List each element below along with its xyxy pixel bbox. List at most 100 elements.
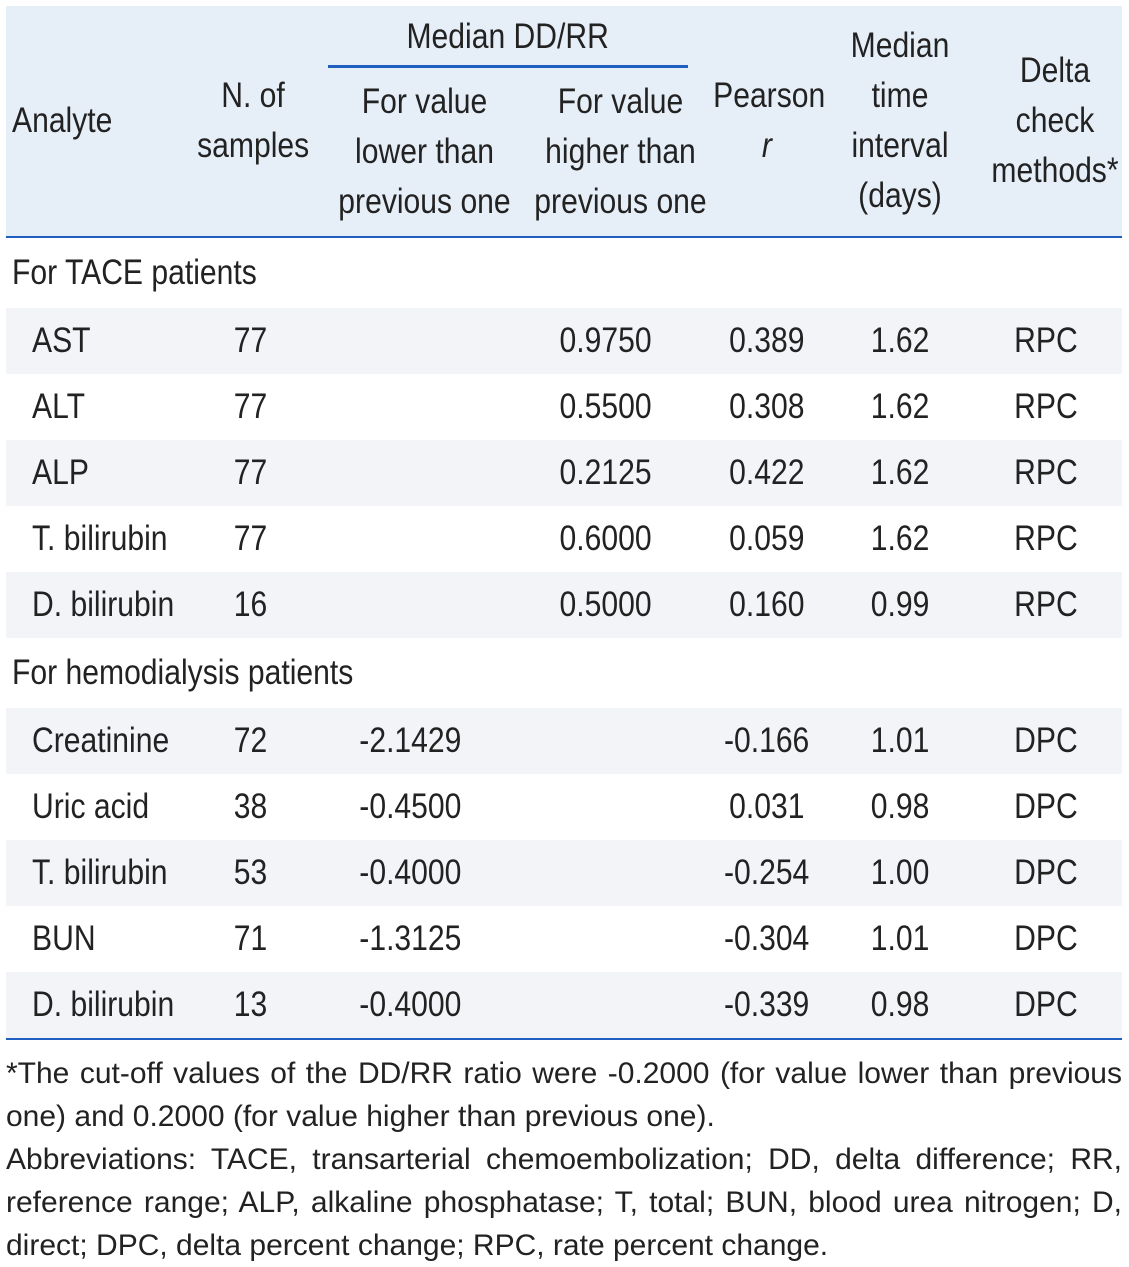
section-title: For hemodialysis patients	[6, 638, 1123, 708]
header-pearson-label: Pearson	[713, 76, 826, 115]
table-cell: RPC	[970, 572, 1123, 638]
header-pearson: Pearson r	[704, 6, 831, 238]
table-cell: 0.9750	[508, 308, 705, 374]
table-cell: 77	[188, 374, 312, 440]
table-cell: 1.62	[830, 374, 971, 440]
table-cell: 13	[188, 972, 312, 1038]
table-cell: 1.00	[830, 840, 971, 906]
table-cell: 1.62	[830, 506, 971, 572]
header-delta-check: Delta check methods*	[970, 6, 1123, 238]
table-row: T. bilirubin 77 0.6000 0.059 1.62 RPC	[6, 506, 1123, 572]
table-cell: RPC	[970, 308, 1123, 374]
table-cell: BUN	[6, 906, 188, 972]
table-cell: 77	[188, 308, 312, 374]
table-container: Analyte N. of samples Median DD/RR Pears…	[6, 6, 1123, 1267]
table-cell: DPC	[970, 774, 1123, 840]
table-cell: -0.4500	[312, 774, 508, 840]
table-cell: -0.339	[704, 972, 831, 1038]
table-cell: -0.304	[704, 906, 831, 972]
section-title: For TACE patients	[6, 237, 1123, 308]
table-cell: 38	[188, 774, 312, 840]
table-cell: 1.62	[830, 308, 971, 374]
header-analyte: Analyte	[6, 6, 188, 238]
table-cell: DPC	[970, 906, 1123, 972]
table-cell	[508, 774, 705, 840]
table-cell: DPC	[970, 840, 1123, 906]
table-row: ALT 77 0.5500 0.308 1.62 RPC	[6, 374, 1123, 440]
table-cell: 0.031	[704, 774, 831, 840]
header-median-ddrr: Median DD/RR	[312, 6, 705, 68]
table-cell: D. bilirubin	[6, 972, 188, 1038]
table-body: For TACE patients AST 77 0.9750 0.389 1.…	[6, 237, 1123, 1038]
table-cell: 0.389	[704, 308, 831, 374]
table-cell: T. bilirubin	[6, 506, 188, 572]
table-notes: *The cut-off values of the DD/RR ratio w…	[6, 1052, 1122, 1267]
table-row: BUN 71 -1.3125 -0.304 1.01 DPC	[6, 906, 1123, 972]
table-cell: 53	[188, 840, 312, 906]
table-cell: -0.4000	[312, 840, 508, 906]
table-cell: 1.01	[830, 906, 971, 972]
table-cell: -0.166	[704, 708, 831, 774]
table-header: Analyte N. of samples Median DD/RR Pears…	[6, 6, 1123, 238]
table-row: ALP 77 0.2125 0.422 1.62 RPC	[6, 440, 1123, 506]
section-row: For hemodialysis patients	[6, 638, 1123, 708]
table-row: D. bilirubin 16 0.5000 0.160 0.99 RPC	[6, 572, 1123, 638]
header-pearson-r: r	[762, 126, 773, 165]
table-cell: ALT	[6, 374, 188, 440]
table-cell: 0.5500	[508, 374, 705, 440]
abbreviations: Abbreviations: TACE, transarterial chemo…	[6, 1143, 1122, 1262]
section-row: For TACE patients	[6, 237, 1123, 308]
table-cell: 0.6000	[508, 506, 705, 572]
header-median-time: Median time interval (days)	[830, 6, 971, 238]
table-bottom-rule	[6, 1038, 1122, 1040]
table-row: T. bilirubin 53 -0.4000 -0.254 1.00 DPC	[6, 840, 1123, 906]
table-row: AST 77 0.9750 0.389 1.62 RPC	[6, 308, 1123, 374]
table-cell: -1.3125	[312, 906, 508, 972]
header-lower: For value lower than previous one	[312, 68, 511, 238]
table-cell: -2.1429	[312, 708, 508, 774]
table-cell: 0.059	[704, 506, 831, 572]
table-cell: 16	[188, 572, 312, 638]
table-cell	[312, 308, 508, 374]
table-cell	[312, 374, 508, 440]
table-cell: Uric acid	[6, 774, 188, 840]
header-n-samples: N. of samples	[188, 6, 312, 238]
table-cell	[508, 708, 705, 774]
table-cell: Creatinine	[6, 708, 188, 774]
table-cell	[312, 572, 508, 638]
table-cell: D. bilirubin	[6, 572, 188, 638]
table-cell: T. bilirubin	[6, 840, 188, 906]
table-cell: 1.01	[830, 708, 971, 774]
table-cell	[508, 906, 705, 972]
table-cell: RPC	[970, 374, 1123, 440]
table-cell: 71	[188, 906, 312, 972]
table-row: Uric acid 38 -0.4500 0.031 0.98 DPC	[6, 774, 1123, 840]
footnote: *The cut-off values of the DD/RR ratio w…	[6, 1057, 1122, 1133]
table-cell: RPC	[970, 440, 1123, 506]
table-cell: 0.422	[704, 440, 831, 506]
table-cell: 1.62	[830, 440, 971, 506]
table-cell: -0.4000	[312, 972, 508, 1038]
table-cell	[312, 440, 508, 506]
table-cell: RPC	[970, 506, 1123, 572]
table-row: D. bilirubin 13 -0.4000 -0.339 0.98 DPC	[6, 972, 1123, 1038]
table-cell	[312, 506, 508, 572]
table-cell: -0.254	[704, 840, 831, 906]
table-cell: 0.5000	[508, 572, 705, 638]
data-table: Analyte N. of samples Median DD/RR Pears…	[6, 6, 1123, 1038]
table-cell: 77	[188, 440, 312, 506]
header-higher: For value higher than previous one	[508, 68, 707, 238]
table-cell	[508, 840, 705, 906]
table-cell: 0.98	[830, 774, 971, 840]
table-cell: DPC	[970, 972, 1123, 1038]
table-cell: 77	[188, 506, 312, 572]
table-cell: 0.98	[830, 972, 971, 1038]
table-cell: ALP	[6, 440, 188, 506]
table-cell	[508, 972, 705, 1038]
table-cell: 0.99	[830, 572, 971, 638]
table-cell: 0.160	[704, 572, 831, 638]
table-cell: 0.2125	[508, 440, 705, 506]
table-cell: 0.308	[704, 374, 831, 440]
table-cell: 72	[188, 708, 312, 774]
table-row: Creatinine 72 -2.1429 -0.166 1.01 DPC	[6, 708, 1123, 774]
